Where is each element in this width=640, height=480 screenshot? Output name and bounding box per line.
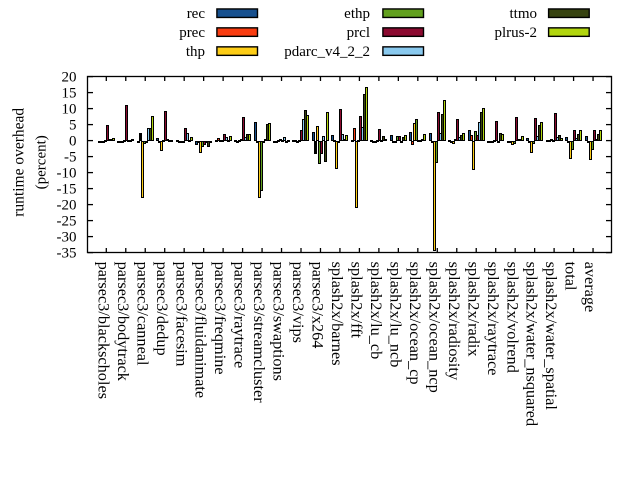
- svg-text:splash2x/fft: splash2x/fft: [348, 262, 367, 339]
- svg-text:-15: -15: [57, 182, 77, 198]
- svg-text:splash2x/radix: splash2x/radix: [464, 262, 483, 357]
- svg-text:splash2x/lu_cb: splash2x/lu_cb: [367, 262, 386, 360]
- svg-text:splash2x/water_spatial: splash2x/water_spatial: [542, 262, 561, 411]
- svg-text:parsec3/fluidanimate: parsec3/fluidanimate: [192, 262, 211, 399]
- svg-text:splash2x/raytrace: splash2x/raytrace: [484, 262, 503, 376]
- svg-text:average: average: [581, 262, 600, 313]
- svg-text:-30: -30: [57, 230, 77, 246]
- svg-text:parsec3/raytrace: parsec3/raytrace: [231, 262, 250, 369]
- svg-text:prcl: prcl: [347, 25, 370, 41]
- svg-text:thp: thp: [186, 44, 205, 60]
- svg-text:ttmo: ttmo: [509, 6, 537, 22]
- svg-text:parsec3/freqmine: parsec3/freqmine: [211, 262, 230, 375]
- svg-text:20: 20: [62, 70, 77, 86]
- svg-text:pdarc_v4_2_2: pdarc_v4_2_2: [284, 44, 370, 60]
- svg-text:15: 15: [62, 86, 77, 102]
- svg-text:runtime overhead: runtime overhead: [11, 108, 28, 217]
- svg-text:5: 5: [69, 118, 77, 134]
- svg-text:-25: -25: [57, 214, 77, 230]
- svg-text:parsec3/canneal: parsec3/canneal: [133, 262, 152, 366]
- svg-text:splash2x/barnes: splash2x/barnes: [328, 262, 347, 366]
- svg-text:splash2x/volrend: splash2x/volrend: [503, 262, 522, 373]
- svg-text:plrus-2: plrus-2: [495, 25, 538, 41]
- svg-text:-35: -35: [57, 246, 77, 262]
- svg-text:rec: rec: [187, 6, 206, 22]
- svg-text:parsec3/bodytrack: parsec3/bodytrack: [114, 262, 133, 382]
- svg-text:parsec3/x264: parsec3/x264: [309, 262, 328, 349]
- svg-text:splash2x/lu_ncb: splash2x/lu_ncb: [386, 262, 405, 368]
- svg-text:parsec3/vips: parsec3/vips: [289, 262, 308, 343]
- svg-text:-5: -5: [64, 150, 77, 166]
- svg-text:-10: -10: [57, 166, 77, 182]
- svg-text:parsec3/dedup: parsec3/dedup: [153, 262, 172, 356]
- svg-text:(percent): (percent): [34, 135, 50, 189]
- svg-text:ethp: ethp: [344, 6, 370, 22]
- svg-text:parsec3/blackscholes: parsec3/blackscholes: [94, 262, 113, 399]
- svg-text:10: 10: [62, 102, 77, 118]
- svg-text:total: total: [562, 262, 581, 291]
- svg-text:-20: -20: [57, 198, 77, 214]
- svg-text:splash2x/water_nsquared: splash2x/water_nsquared: [523, 262, 542, 427]
- svg-text:prec: prec: [179, 25, 205, 41]
- svg-text:parsec3/facesim: parsec3/facesim: [172, 262, 191, 367]
- svg-text:parsec3/swaptions: parsec3/swaptions: [270, 262, 289, 381]
- svg-text:parsec3/streamcluster: parsec3/streamcluster: [250, 262, 269, 404]
- svg-text:splash2x/ocean_ncp: splash2x/ocean_ncp: [425, 262, 444, 393]
- svg-text:0: 0: [69, 134, 77, 150]
- svg-text:splash2x/radiosity: splash2x/radiosity: [445, 262, 464, 381]
- svg-text:splash2x/ocean_cp: splash2x/ocean_cp: [406, 262, 425, 385]
